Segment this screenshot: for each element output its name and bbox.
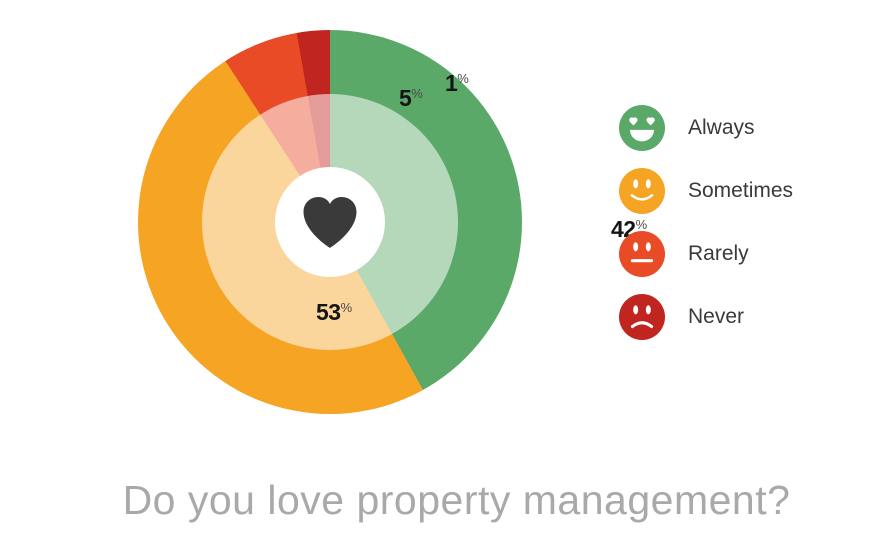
legend-item-always: Always [619,105,793,151]
legend-label: Always [688,116,755,139]
smiley-face-icon [619,168,665,214]
legend: Always Sometimes Rarely [619,105,793,357]
neutral-face-icon [619,231,665,277]
slice-value: 53 [316,299,341,325]
legend-label: Never [688,305,745,328]
legend-item-never: Never [619,294,793,340]
percent-sign: % [340,300,353,315]
legend-label: Rarely [688,242,749,265]
chart-title: Do you love property management? [122,477,791,523]
legend-label: Sometimes [688,179,794,202]
slice-label-sometimes: 53% [316,301,352,324]
slice-label-rarely: 5% [399,87,423,110]
percent-sign: % [457,71,469,86]
heart-eyes-smiley-face-icon [619,105,665,151]
legend-item-sometimes: Sometimes [619,168,793,214]
donut-chart: 42% 53% 5% 1% [138,30,647,414]
frown-face-icon [619,294,665,340]
heart-icon [303,196,357,248]
slice-value: 5 [399,85,412,111]
chart-center [275,167,385,277]
legend-item-rarely: Rarely [619,231,793,277]
slice-label-never: 1% [445,72,469,95]
percent-sign: % [411,86,423,101]
percent-sign: % [635,217,648,232]
slice-value: 1 [445,70,458,96]
